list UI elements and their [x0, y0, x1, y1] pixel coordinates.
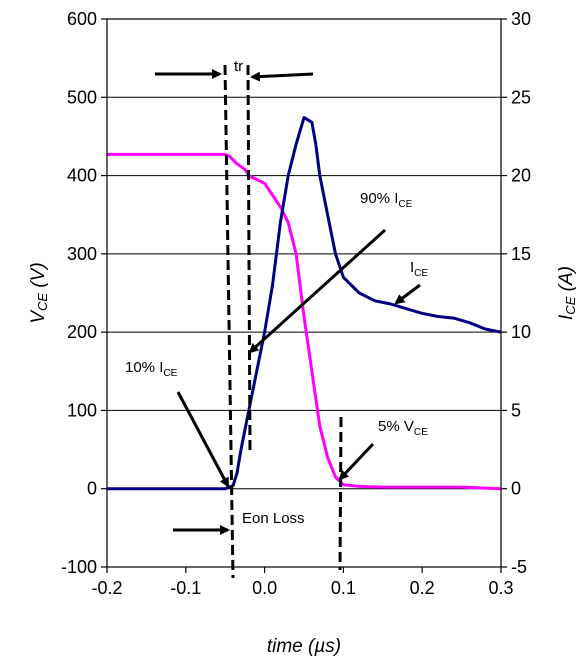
- y-right-tick-label: 5: [511, 400, 521, 420]
- y-left-tick-label: 0: [87, 479, 97, 499]
- x-tick-label: -0.1: [170, 578, 201, 598]
- ice90-label: 90% ICE: [360, 190, 413, 210]
- ice10-label: 10% ICE: [125, 359, 178, 379]
- y-right-tick-label: -5: [511, 557, 527, 577]
- gridlines: [107, 96, 501, 490]
- plot-frame: [106, 18, 502, 568]
- ice10-arrow: [176, 391, 230, 488]
- ice-arrow: [394, 283, 421, 305]
- x-tick-label: 0.3: [488, 578, 513, 598]
- eon-loss-label: Eon Loss: [242, 510, 305, 527]
- ice-current-line: [107, 116, 502, 491]
- y-left-tick-label: 100: [67, 400, 97, 420]
- series-layer: [107, 116, 502, 491]
- vce-voltage-line: [107, 152, 502, 491]
- y-left-tick-label: 600: [67, 9, 97, 29]
- x-tick-label: 0.2: [410, 578, 435, 598]
- eon-end-dashed-line: [338, 416, 343, 571]
- x-tick-label: 0.0: [252, 578, 277, 598]
- tr-end-dashed-line: [246, 64, 252, 451]
- y-left-tick-label: 400: [67, 166, 97, 186]
- ice90-arrow: [248, 228, 387, 354]
- y-left-tick-label: 300: [67, 244, 97, 264]
- ice-label: ICE: [410, 259, 428, 279]
- x-tick-label: -0.2: [91, 578, 122, 598]
- y-right-tick-label: 10: [511, 322, 531, 342]
- y-left-tick-label: 500: [67, 87, 97, 107]
- tick-labels: -100 0 100 200 300 400 500 600 -5 0 5 10 15 20 25 30 -0.…: [61, 9, 531, 598]
- annotation-arrows: [155, 69, 421, 535]
- tr-start-dashed-line: [223, 64, 235, 579]
- y-right-tick-label: 0: [511, 479, 521, 499]
- vce5-arrow: [338, 442, 375, 481]
- tr-right-arrow: [250, 71, 314, 82]
- y-right-tick-label: 20: [511, 166, 531, 186]
- y-left-axis-title: VCE (V): [28, 262, 50, 323]
- x-tick-label: 0.1: [331, 578, 356, 598]
- y-left-tick-label: -100: [61, 557, 97, 577]
- x-axis-title: time (µs): [267, 636, 341, 657]
- tick-marks: [101, 18, 507, 573]
- y-right-tick-label: 15: [511, 244, 531, 264]
- y-right-tick-label: 30: [511, 9, 531, 29]
- y-left-tick-label: 200: [67, 322, 97, 342]
- annotation-guides: [223, 64, 343, 579]
- y-right-tick-label: 25: [511, 87, 531, 107]
- y-right-axis-title: ICE (A): [556, 266, 578, 320]
- vce5-label: 5% VCE: [378, 418, 428, 438]
- tr-label: tr: [234, 58, 243, 75]
